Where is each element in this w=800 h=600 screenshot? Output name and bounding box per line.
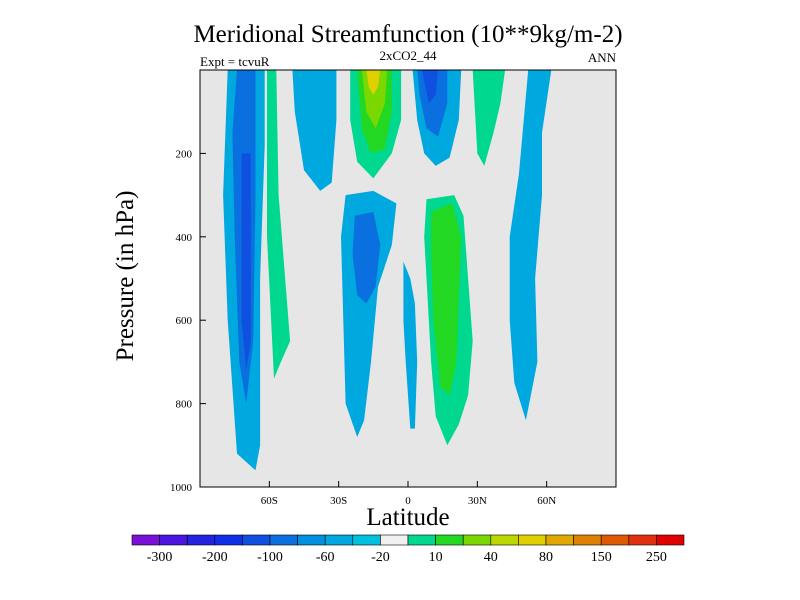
contour-region-16 — [403, 261, 418, 429]
y-axis-ticks: 200 400 600 800 1000 — [170, 148, 206, 494]
contour-region-12 — [472, 70, 506, 166]
chart-subtitle: 2xCO2_44 — [379, 48, 437, 63]
colorbar-label-0: -300 — [147, 550, 173, 565]
colorbar-label-6: 40 — [484, 550, 498, 565]
colorbar-box-4 — [242, 534, 271, 546]
colorbar-box-10 — [407, 534, 436, 546]
contour-region-18 — [431, 203, 462, 396]
colorbar-box-1 — [159, 534, 188, 546]
colorbar-box-2 — [186, 534, 216, 546]
experiment-label: Expt = tcvuR — [200, 54, 270, 69]
contour-region-7 — [361, 70, 388, 129]
colorbar-box-9 — [380, 534, 409, 546]
colorbar-box-3 — [214, 534, 243, 546]
contour-regions — [223, 70, 552, 471]
colorbar-label-1: -200 — [202, 550, 228, 565]
contour-region-3 — [267, 70, 291, 379]
colorbar-box-8 — [352, 534, 381, 546]
colorbar-box-0 — [131, 534, 160, 546]
colorbar: -300 -200 -100 -60 -20 10 40 80 150 250 — [131, 534, 685, 565]
colorbar-box-18 — [628, 534, 657, 546]
x-tick-label-0: 60S — [261, 495, 278, 507]
colorbar-box-15 — [545, 534, 574, 546]
y-tick-label-0: 200 — [176, 148, 193, 160]
colorbar-label-4: -20 — [371, 550, 390, 565]
colorbar-label-2: -100 — [257, 550, 283, 565]
x-tick-label-1: 30S — [330, 495, 347, 507]
colorbar-box-17 — [600, 534, 630, 546]
y-tick-label-3: 800 — [176, 399, 193, 411]
contour-region-8 — [366, 70, 381, 95]
colorbar-box-16 — [573, 534, 602, 546]
colorbar-box-6 — [297, 534, 326, 546]
chart-title: Meridional Streamfunction (10**9kg/m-2) — [193, 21, 622, 48]
colorbar-label-7: 80 — [539, 550, 553, 565]
contour-region-10 — [417, 70, 448, 137]
y-axis-label: Pressure (in hPa) — [112, 191, 139, 362]
colorbar-box-19 — [656, 534, 685, 546]
colorbar-box-7 — [324, 534, 354, 546]
y-tick-label-2: 600 — [176, 315, 193, 327]
season-label: ANN — [588, 50, 617, 65]
y-tick-label-4: 1000 — [170, 482, 193, 494]
x-tick-label-3: 30N — [468, 495, 487, 507]
contour-region-11 — [421, 70, 438, 104]
colorbar-label-9: 250 — [646, 550, 667, 565]
contour-region-4 — [292, 70, 337, 191]
contour-region-2 — [241, 153, 251, 371]
colorbar-box-13 — [490, 534, 519, 546]
colorbar-box-14 — [518, 534, 547, 546]
contour-region-13 — [509, 70, 552, 421]
x-axis-ticks: 60S 30S 0 30N 60N — [261, 481, 556, 507]
colorbar-label-8: 150 — [591, 550, 612, 565]
x-tick-label-4: 60N — [537, 495, 556, 507]
colorbar-label-3: -60 — [316, 550, 335, 565]
contour-region-15 — [352, 211, 381, 304]
colorbar-box-12 — [462, 534, 492, 546]
colorbar-label-5: 10 — [429, 550, 443, 565]
colorbar-box-5 — [269, 534, 298, 546]
y-tick-label-1: 400 — [176, 232, 193, 244]
colorbar-box-11 — [435, 534, 464, 546]
x-axis-label: Latitude — [366, 504, 449, 531]
x-tick-label-2: 0 — [405, 495, 411, 507]
